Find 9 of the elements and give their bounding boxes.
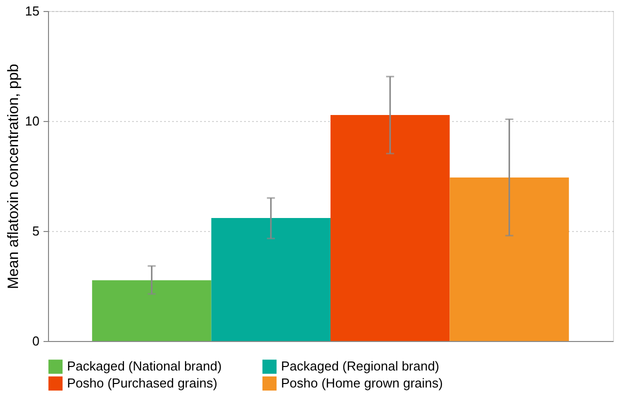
y-tick-label: 10 <box>25 114 40 128</box>
legend-label: Packaged (Regional brand) <box>281 358 440 374</box>
y-tick-label: 5 <box>32 224 40 238</box>
y-tick-label: 0 <box>32 334 40 348</box>
legend-label: Packaged (National brand) <box>67 358 222 374</box>
legend-label: Posho (Home grown grains) <box>281 376 443 390</box>
legend-label: Posho (Purchased grains) <box>67 376 218 390</box>
y-axis-title: Mean aflatoxin concentration, ppb <box>5 64 22 290</box>
y-tick-label: 15 <box>25 4 40 18</box>
